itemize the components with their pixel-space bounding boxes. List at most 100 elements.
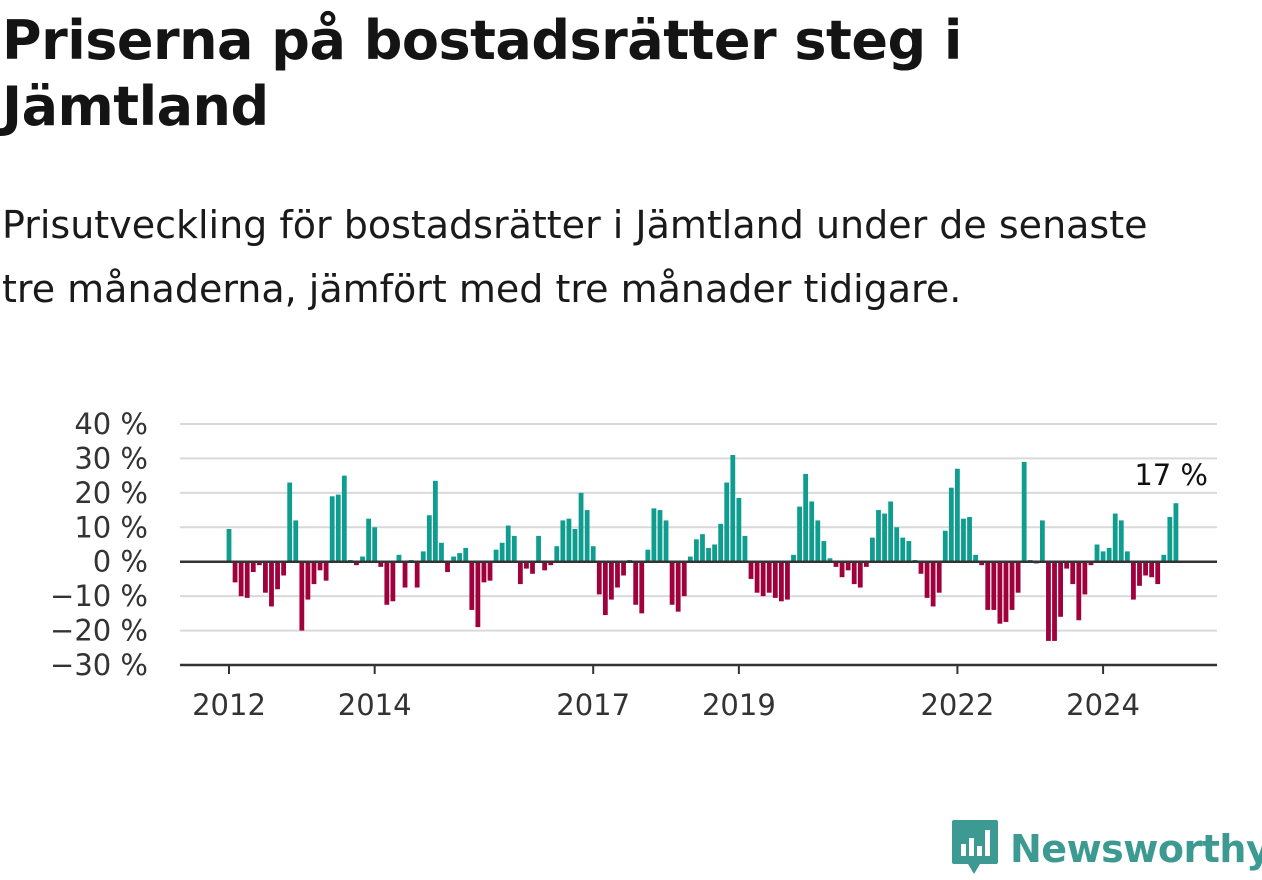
bar [1064,561,1070,569]
bar [1167,516,1173,562]
bar [275,561,280,590]
bar [1173,503,1179,562]
bar [372,527,378,562]
bar [530,561,535,574]
bar [293,520,299,562]
bar [451,556,456,562]
bar [693,539,699,562]
bar [299,561,305,631]
bar [663,520,669,562]
bar [341,475,347,562]
y-axis-tick-labels: 40 %30 %20 %10 %0 %−10 %−20 %−30 % [50,407,148,682]
bar [244,561,250,598]
bar [833,561,839,567]
bar [657,510,663,562]
y-tick-label: 40 % [74,407,148,441]
bar [760,561,766,597]
bar [578,492,584,562]
bar [1046,561,1051,641]
bar [426,515,432,562]
bar [645,549,651,562]
bar [323,561,329,581]
bar [906,541,912,562]
y-tick-label: 10 % [74,510,148,544]
bar [354,561,359,566]
bar [1021,461,1027,562]
y-tick-label: −20 % [50,614,148,648]
bar [560,520,566,562]
bar [851,561,857,585]
bar [517,561,523,585]
bar [888,501,894,562]
bar [1106,547,1112,562]
bar [633,561,639,605]
bar [754,561,760,593]
bar [1100,551,1106,562]
bar [281,561,287,576]
bar [955,468,960,562]
bar [778,561,784,602]
bar [1124,551,1130,562]
bar [1131,561,1136,600]
bars [226,454,1179,641]
bar [524,561,529,569]
bar [317,561,323,571]
bar [924,561,930,598]
bar [457,553,463,562]
x-tick-label: 2022 [920,688,994,722]
bar [305,561,311,600]
bar [918,561,924,574]
bar [1058,561,1063,617]
bar [669,561,675,605]
y-tick-label: 0 % [93,545,148,579]
y-tick-label: 30 % [74,441,148,475]
bar [821,541,827,562]
bar [481,561,487,583]
bar [232,561,238,583]
x-tick-label: 2012 [192,688,266,722]
bar [1112,513,1118,562]
bar [651,508,657,562]
price-change-bar-chart: 40 %30 %20 %10 %0 %−10 %−20 %−30 % 2012 2… [50,407,1217,722]
bar [791,554,796,562]
bar [1009,561,1015,610]
bar [505,525,511,562]
bar [700,534,705,562]
y-tick-label: −30 % [50,648,148,682]
bar [420,551,426,562]
bar [863,561,869,567]
bar [1088,561,1094,566]
bar [439,542,444,562]
bar [815,520,821,562]
bar [1076,561,1082,621]
bar [487,561,493,581]
bar [402,561,408,588]
bar [536,535,541,562]
bar [706,547,711,562]
x-axis-ticks: 2012 2014 2017 2019 2022 2024 [192,665,1140,722]
y-tick-label: −10 % [50,579,148,613]
bar [584,510,590,562]
bar [827,558,833,562]
bar [329,496,335,562]
bar [1094,544,1100,562]
bar [979,561,985,566]
bar [596,561,602,595]
bar [930,561,936,607]
bar [797,506,802,562]
bar [639,561,645,614]
bar [499,542,505,562]
bar [621,561,626,576]
bar [991,561,997,610]
bar [250,561,256,573]
bar [311,561,317,585]
bar [511,535,517,562]
newsworthy-logo-icon [952,820,998,874]
bar [882,513,887,562]
bar [748,561,754,579]
bar [572,529,578,562]
bar [772,561,778,598]
bar [1137,561,1142,586]
bar [803,473,809,562]
bar [1070,561,1076,585]
